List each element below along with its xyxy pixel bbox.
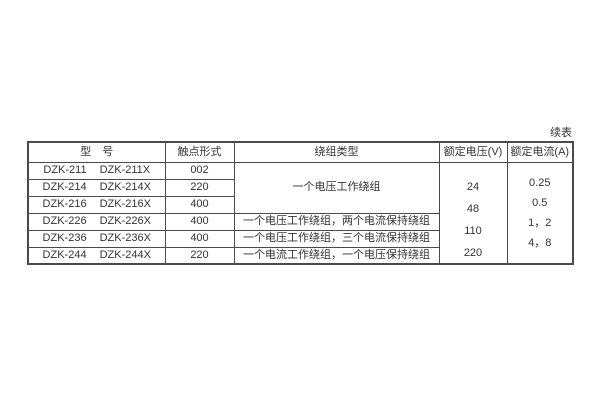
contact-form-cell: 400 — [164, 229, 235, 248]
voltage-value: 220 — [463, 247, 483, 260]
contact-form-cell: 220 — [164, 246, 235, 265]
model-cell: DZK-226 DZK-226X — [27, 212, 166, 231]
rated-voltage-merged-cell: 24 48 110 220 — [438, 161, 508, 265]
contact-form-cell: 220 — [164, 178, 235, 197]
voltage-value: 48 — [466, 202, 480, 215]
model-pair: DZK-236 DZK-236X — [29, 232, 164, 245]
model-name: DZK-244X — [99, 248, 151, 261]
model-pair: DZK-211 DZK-211X — [29, 164, 164, 177]
model-pair: DZK-216 DZK-216X — [29, 198, 164, 211]
model-pair: DZK-244 DZK-244X — [29, 248, 164, 262]
model-name: DZK-216 — [42, 198, 87, 210]
winding-type-cell: 一个电流工作绕组，一个电压保持绕组 — [233, 246, 440, 265]
voltage-values: 24 48 110 220 — [440, 180, 506, 261]
contact-form-cell: 002 — [164, 161, 235, 180]
table-row: DZK-216 DZK-216X 400 — [27, 195, 573, 214]
model-name: DZK-244 — [42, 248, 87, 261]
voltage-value: 110 — [464, 225, 482, 238]
header-rated-current: 额定电流(A) — [506, 141, 574, 163]
winding-type-merged-cell: 一个电压工作绕组 — [233, 161, 440, 214]
header-winding-type: 绕组类型 — [233, 141, 440, 163]
header-contact-form: 触点形式 — [164, 141, 235, 163]
winding-type-cell: 一个电压工作绕组，三个电流保持绕组 — [233, 229, 440, 248]
header-rated-voltage: 额定电压(V) — [438, 141, 508, 163]
header-row: 型 号 触点形式 绕组类型 额定电压(V) 额定电流(A) — [27, 141, 574, 163]
contact-form-cell: 400 — [164, 195, 235, 214]
model-pair: DZK-214 DZK-214X — [29, 181, 164, 194]
model-cell: DZK-214 DZK-214X — [27, 178, 166, 197]
contact-form-cell: 400 — [164, 212, 235, 231]
current-value: 0.25 — [529, 176, 551, 189]
voltage-value: 24 — [466, 180, 480, 193]
model-name: DZK-214X — [99, 181, 151, 193]
model-name: DZK-211X — [99, 164, 151, 176]
current-values: 0.25 0.5 1，2 4，8 — [508, 176, 572, 250]
current-value: 4，8 — [528, 236, 552, 249]
winding-type-cell: 一个电压工作绕组，两个电流保持绕组 — [233, 212, 440, 231]
model-name: DZK-216X — [99, 198, 151, 210]
spec-table-section: 续表 型 号 触点形式 绕组类型 额定电压(V) 额定电流(A) DZK-211… — [27, 127, 574, 265]
rated-current-merged-cell: 0.25 0.5 1，2 4，8 — [506, 161, 574, 265]
current-value: 0.5 — [532, 196, 548, 209]
relay-spec-table: 型 号 触点形式 绕组类型 额定电压(V) 额定电流(A) DZK-211 DZ… — [27, 141, 574, 265]
model-cell: DZK-236 DZK-236X — [27, 229, 166, 248]
model-name: DZK-236 — [42, 232, 87, 244]
continued-table-label: 续表 — [550, 127, 572, 139]
table-row: DZK-214 DZK-214X 220 — [27, 178, 573, 197]
table-row: DZK-244 DZK-244X 220 一个电流工作绕组，一个电压保持绕组 — [27, 246, 573, 265]
model-cell: DZK-211 DZK-211X — [27, 161, 166, 180]
table-row: DZK-211 DZK-211X 002 一个电压工作绕组 24 48 110 … — [27, 161, 574, 265]
model-pair: DZK-226 DZK-226X — [29, 215, 164, 228]
model-name: DZK-236X — [99, 232, 151, 244]
model-name: DZK-226X — [99, 215, 151, 227]
model-name: DZK-211 — [43, 164, 87, 176]
current-value: 1，2 — [528, 216, 552, 229]
model-cell: DZK-216 DZK-216X — [27, 195, 166, 214]
header-model: 型 号 — [27, 141, 166, 163]
model-name: DZK-214 — [42, 181, 87, 193]
model-name: DZK-226 — [42, 215, 87, 227]
model-cell: DZK-244 DZK-244X — [27, 246, 166, 265]
